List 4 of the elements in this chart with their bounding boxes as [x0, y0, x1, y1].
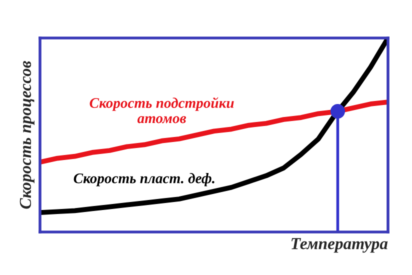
series-label: Скорость подстройки атомов — [90, 97, 234, 124]
y-axis-title: Скорость процессов — [20, 60, 34, 209]
series-label: Скорость пласт. деф. — [74, 173, 214, 186]
x-axis-title: Температура — [292, 238, 388, 253]
